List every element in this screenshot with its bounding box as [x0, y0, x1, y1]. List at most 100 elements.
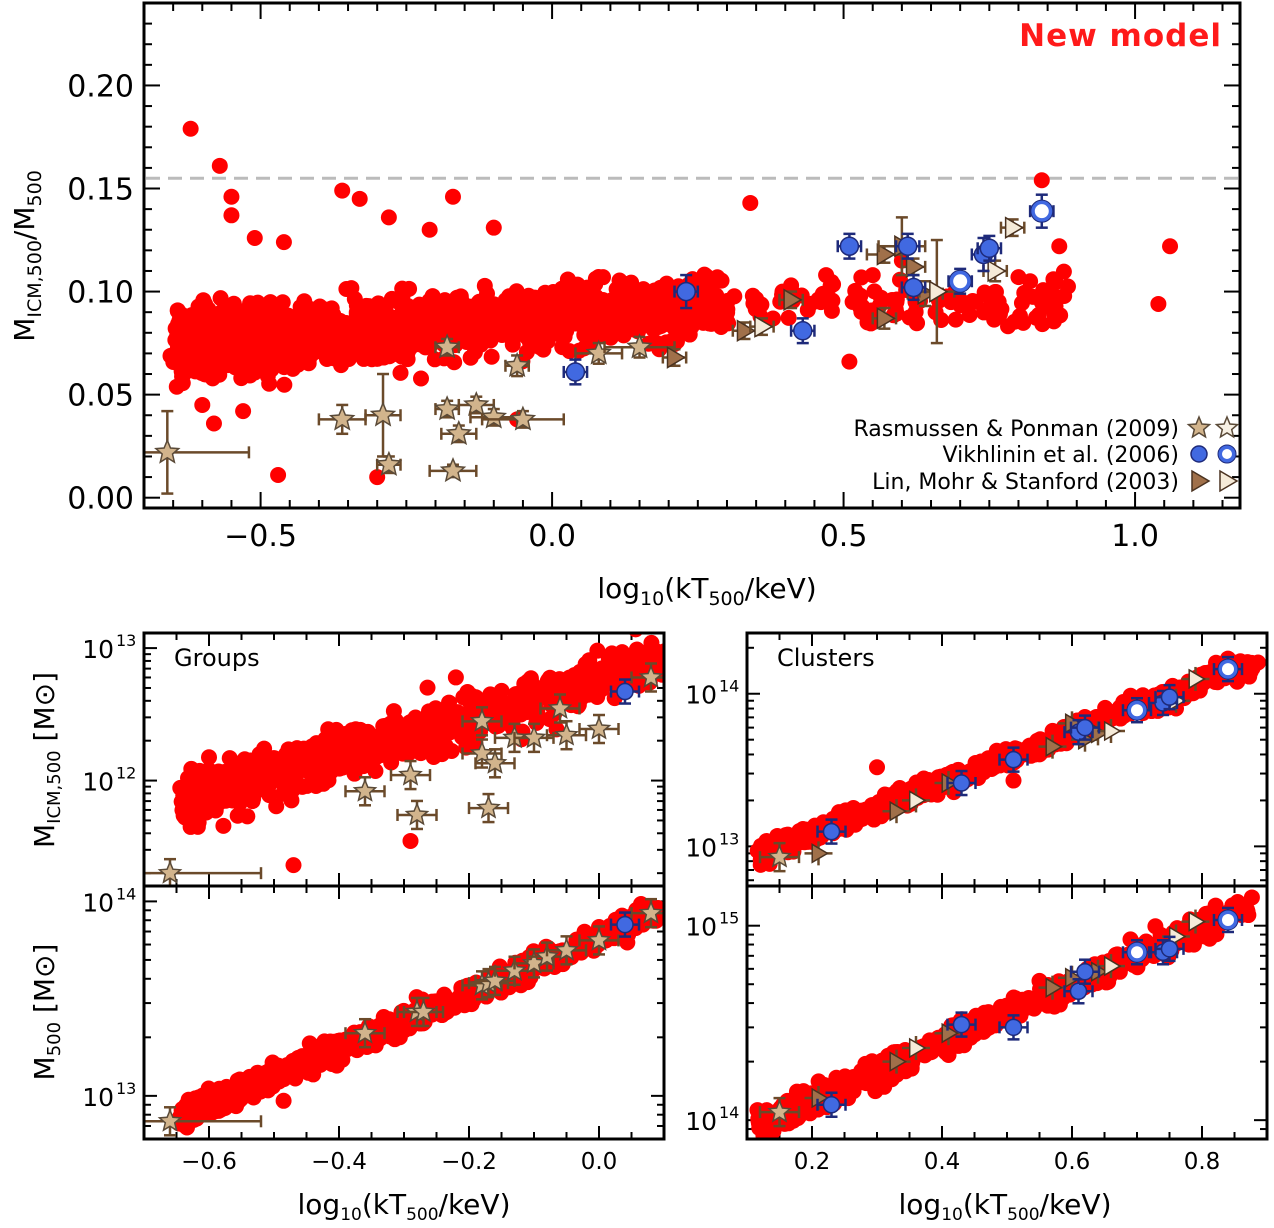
- y-tick-label-exponent: 13: [116, 1079, 136, 1098]
- lin-triangle: [876, 243, 896, 266]
- lin-open-triangle: [1004, 216, 1025, 239]
- model-outlier-point: [444, 188, 461, 205]
- vikhlinin-open-circle: [1218, 659, 1238, 680]
- main-y-axis-title: MICM,500/M500: [8, 170, 46, 342]
- model-point: [570, 690, 587, 707]
- model-outlier-point: [275, 234, 292, 251]
- model-point: [185, 344, 202, 361]
- rasmussen-star: [433, 395, 461, 421]
- legend: Rasmussen & Ponman (2009) Vikhlinin et a…: [853, 415, 1240, 495]
- model-point: [780, 309, 797, 326]
- model-point: [253, 350, 270, 367]
- model-point: [1011, 307, 1028, 324]
- model-point: [200, 1103, 217, 1120]
- model-point: [601, 918, 618, 935]
- y-tick-label: 10: [82, 888, 114, 917]
- model-point: [265, 325, 282, 342]
- x-tick-label: 0.8: [1184, 1149, 1221, 1175]
- model-point: [713, 272, 730, 289]
- main-annotation: New model: [1019, 18, 1222, 54]
- model-outlier-point: [571, 664, 588, 681]
- rasmussen-star: [375, 450, 403, 476]
- x-tick-label: −0.4: [311, 1149, 367, 1175]
- rasmussen-star: [1186, 415, 1212, 439]
- y-tick-label: 10: [685, 681, 717, 710]
- model-point: [304, 345, 321, 362]
- vikhlinin-circle: [1004, 750, 1023, 769]
- x-tick-label: 0.5: [820, 519, 868, 554]
- model-point: [260, 785, 277, 802]
- groups-annotation: Groups: [174, 644, 260, 672]
- vikhlinin-open-circle-edge: [1030, 199, 1054, 223]
- model-outlier-point: [402, 832, 419, 849]
- observed-points-clipped: [144, 897, 664, 1137]
- model-point: [589, 642, 606, 659]
- model-point: [385, 725, 402, 742]
- vikhlinin-open-circle-edge: [1217, 658, 1239, 680]
- model-point: [326, 1033, 343, 1050]
- model-point: [367, 762, 384, 779]
- y-tick-label: 10: [685, 913, 717, 942]
- model-point: [1052, 307, 1069, 324]
- legend-open-star: [1214, 415, 1240, 439]
- model-point: [933, 311, 950, 328]
- model-point: [468, 336, 485, 353]
- model-point: [485, 327, 502, 344]
- model-point: [359, 344, 376, 361]
- model-point: [472, 299, 489, 316]
- lin-open-triangle: [754, 315, 774, 338]
- rasmussen-star: [328, 405, 356, 431]
- model-outlier-point: [318, 732, 334, 749]
- model-point: [726, 288, 743, 305]
- vikhlinin-open-circle-edge: [1126, 699, 1148, 721]
- model-point: [603, 292, 620, 309]
- model-point: [909, 314, 926, 331]
- rasmussen-star: [521, 724, 547, 749]
- x-tick-label: −0.6: [181, 1149, 237, 1175]
- vikhlinin-circle: [565, 362, 586, 382]
- model-outlier-point: [526, 679, 542, 696]
- model-point: [535, 328, 552, 345]
- model-point: [311, 330, 328, 347]
- model-point: [408, 716, 425, 733]
- model-point: [1030, 732, 1047, 749]
- model-outlier-point: [1033, 172, 1050, 189]
- legend-markers: [1186, 415, 1240, 493]
- lin-open-triangle: [929, 280, 949, 303]
- y-tick-label: 0.00: [67, 482, 134, 517]
- rasmussen-star: [352, 778, 378, 802]
- vikhlinin-circle: [616, 915, 634, 934]
- model-point: [611, 272, 628, 289]
- y-tick-label: 10: [82, 1083, 114, 1112]
- model-point: [245, 790, 262, 807]
- rasmussen-star: [369, 401, 397, 427]
- y-tick-label-exponent: 12: [116, 764, 136, 783]
- model-outlier-point: [223, 188, 240, 205]
- model-point: [1056, 288, 1073, 305]
- model-outlier-point: [1162, 238, 1179, 255]
- model-point: [295, 740, 312, 757]
- model-point: [169, 347, 186, 364]
- x-tick-label: −0.2: [441, 1149, 497, 1175]
- model-point: [479, 285, 496, 302]
- model-point: [577, 281, 594, 298]
- model-point: [212, 783, 229, 800]
- model-point: [392, 364, 409, 381]
- rasmussen-star: [433, 333, 461, 359]
- model-point: [248, 305, 265, 322]
- rasmussen-star: [482, 967, 508, 992]
- model-point: [246, 775, 263, 792]
- model-point: [911, 778, 928, 795]
- model-point: [383, 1025, 400, 1042]
- model-point: [362, 744, 379, 761]
- rasmussen-star: [585, 339, 612, 365]
- lin-triangle: [666, 346, 686, 369]
- vikhlinin-circle: [676, 281, 696, 302]
- model-outlier-point: [246, 229, 263, 246]
- model-point: [1033, 293, 1050, 310]
- vikhlinin-open-circle: [1127, 700, 1147, 721]
- model-point: [608, 309, 625, 326]
- model-point: [276, 376, 293, 393]
- model-point: [888, 291, 905, 308]
